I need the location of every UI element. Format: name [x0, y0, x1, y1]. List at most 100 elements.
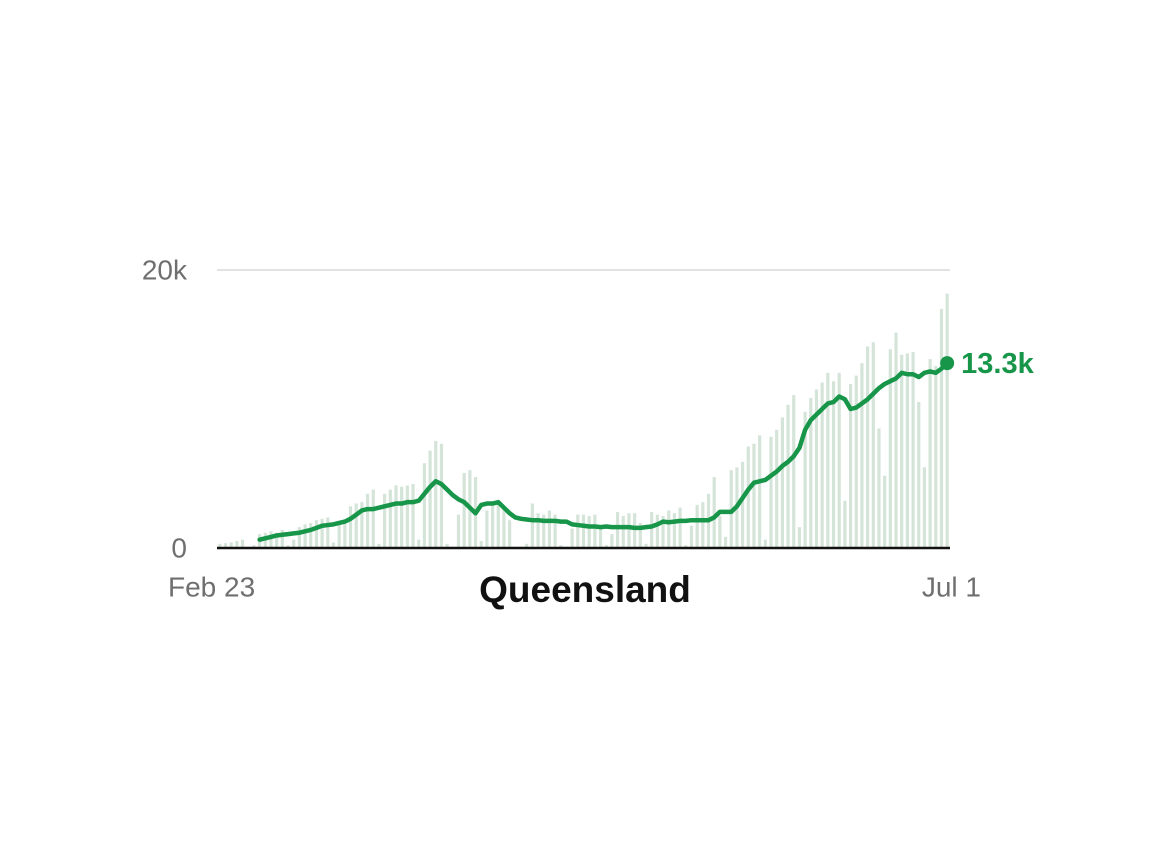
bar — [939, 308, 944, 548]
bar — [553, 514, 557, 548]
bar — [780, 417, 784, 548]
bar — [866, 346, 870, 548]
bar — [661, 516, 665, 548]
bar — [684, 545, 688, 548]
bar — [462, 472, 466, 548]
bar — [837, 372, 841, 548]
bar — [934, 365, 938, 548]
bar — [741, 461, 745, 548]
bar — [593, 514, 597, 548]
bar — [411, 484, 415, 548]
bar — [581, 514, 586, 548]
x-tick-label: Feb 23 — [168, 571, 255, 602]
bar — [490, 502, 495, 548]
bar — [502, 507, 506, 548]
bar — [280, 529, 284, 548]
bar — [365, 493, 370, 548]
bar — [485, 510, 489, 548]
bar — [831, 381, 836, 548]
bar — [598, 527, 603, 548]
bar — [667, 510, 671, 548]
bar — [650, 511, 654, 548]
bar — [809, 397, 813, 548]
bar — [388, 489, 392, 548]
bar — [587, 516, 591, 548]
bar — [405, 485, 409, 548]
bar — [428, 450, 432, 548]
bar — [854, 375, 858, 548]
y-tick-label: 20k — [142, 254, 188, 285]
bar — [871, 342, 875, 548]
bar — [314, 520, 319, 548]
bar — [797, 527, 802, 548]
bar — [252, 545, 256, 548]
bar — [678, 507, 682, 548]
bar — [240, 539, 245, 548]
bar — [814, 389, 819, 548]
bar — [576, 514, 580, 548]
bar — [848, 383, 853, 548]
bar — [792, 395, 796, 548]
x-tick-label: Jul 1 — [922, 571, 981, 602]
bar — [803, 411, 807, 548]
bar — [638, 522, 642, 548]
bar — [627, 513, 631, 548]
bar — [343, 520, 347, 548]
bar — [508, 520, 512, 548]
bar — [712, 477, 716, 548]
bar — [559, 545, 563, 548]
bar — [354, 503, 358, 548]
bar — [900, 354, 904, 548]
bar — [723, 536, 728, 548]
bar — [701, 502, 705, 548]
bar — [689, 525, 694, 548]
bar — [326, 517, 330, 548]
bar — [337, 521, 341, 548]
bar — [439, 443, 444, 548]
bar — [383, 493, 387, 548]
bar — [769, 436, 773, 548]
bar — [883, 475, 887, 548]
bar — [400, 486, 404, 548]
bar — [445, 543, 449, 548]
bar — [917, 402, 921, 548]
bar — [616, 511, 620, 548]
end-dot — [940, 356, 955, 371]
bar — [309, 522, 313, 548]
bar — [894, 332, 898, 548]
bar — [292, 539, 296, 548]
bar — [695, 504, 699, 548]
bar — [547, 510, 551, 548]
bar — [496, 500, 500, 548]
bar — [786, 404, 790, 548]
bar — [860, 363, 864, 548]
bar — [223, 543, 228, 548]
bar — [394, 485, 398, 548]
bar — [928, 358, 932, 548]
bar — [417, 539, 421, 548]
bar — [610, 534, 614, 548]
bar — [843, 500, 847, 548]
value-label: 13.3k — [961, 348, 1034, 380]
bar — [479, 541, 483, 548]
bar — [905, 353, 909, 548]
bar — [718, 516, 722, 548]
bar — [621, 516, 625, 548]
bar — [269, 531, 273, 548]
bar — [655, 514, 659, 548]
bar — [360, 502, 364, 548]
bar — [758, 435, 762, 548]
bar — [422, 463, 426, 548]
bar — [672, 513, 677, 548]
bar — [911, 352, 915, 548]
bar — [536, 513, 540, 548]
bar — [286, 545, 290, 548]
bar — [877, 428, 881, 548]
bar — [235, 541, 239, 548]
bar — [434, 440, 438, 548]
chart-title: Queensland — [479, 569, 691, 610]
bar — [888, 349, 892, 548]
bar — [320, 518, 324, 548]
bar — [604, 545, 608, 548]
